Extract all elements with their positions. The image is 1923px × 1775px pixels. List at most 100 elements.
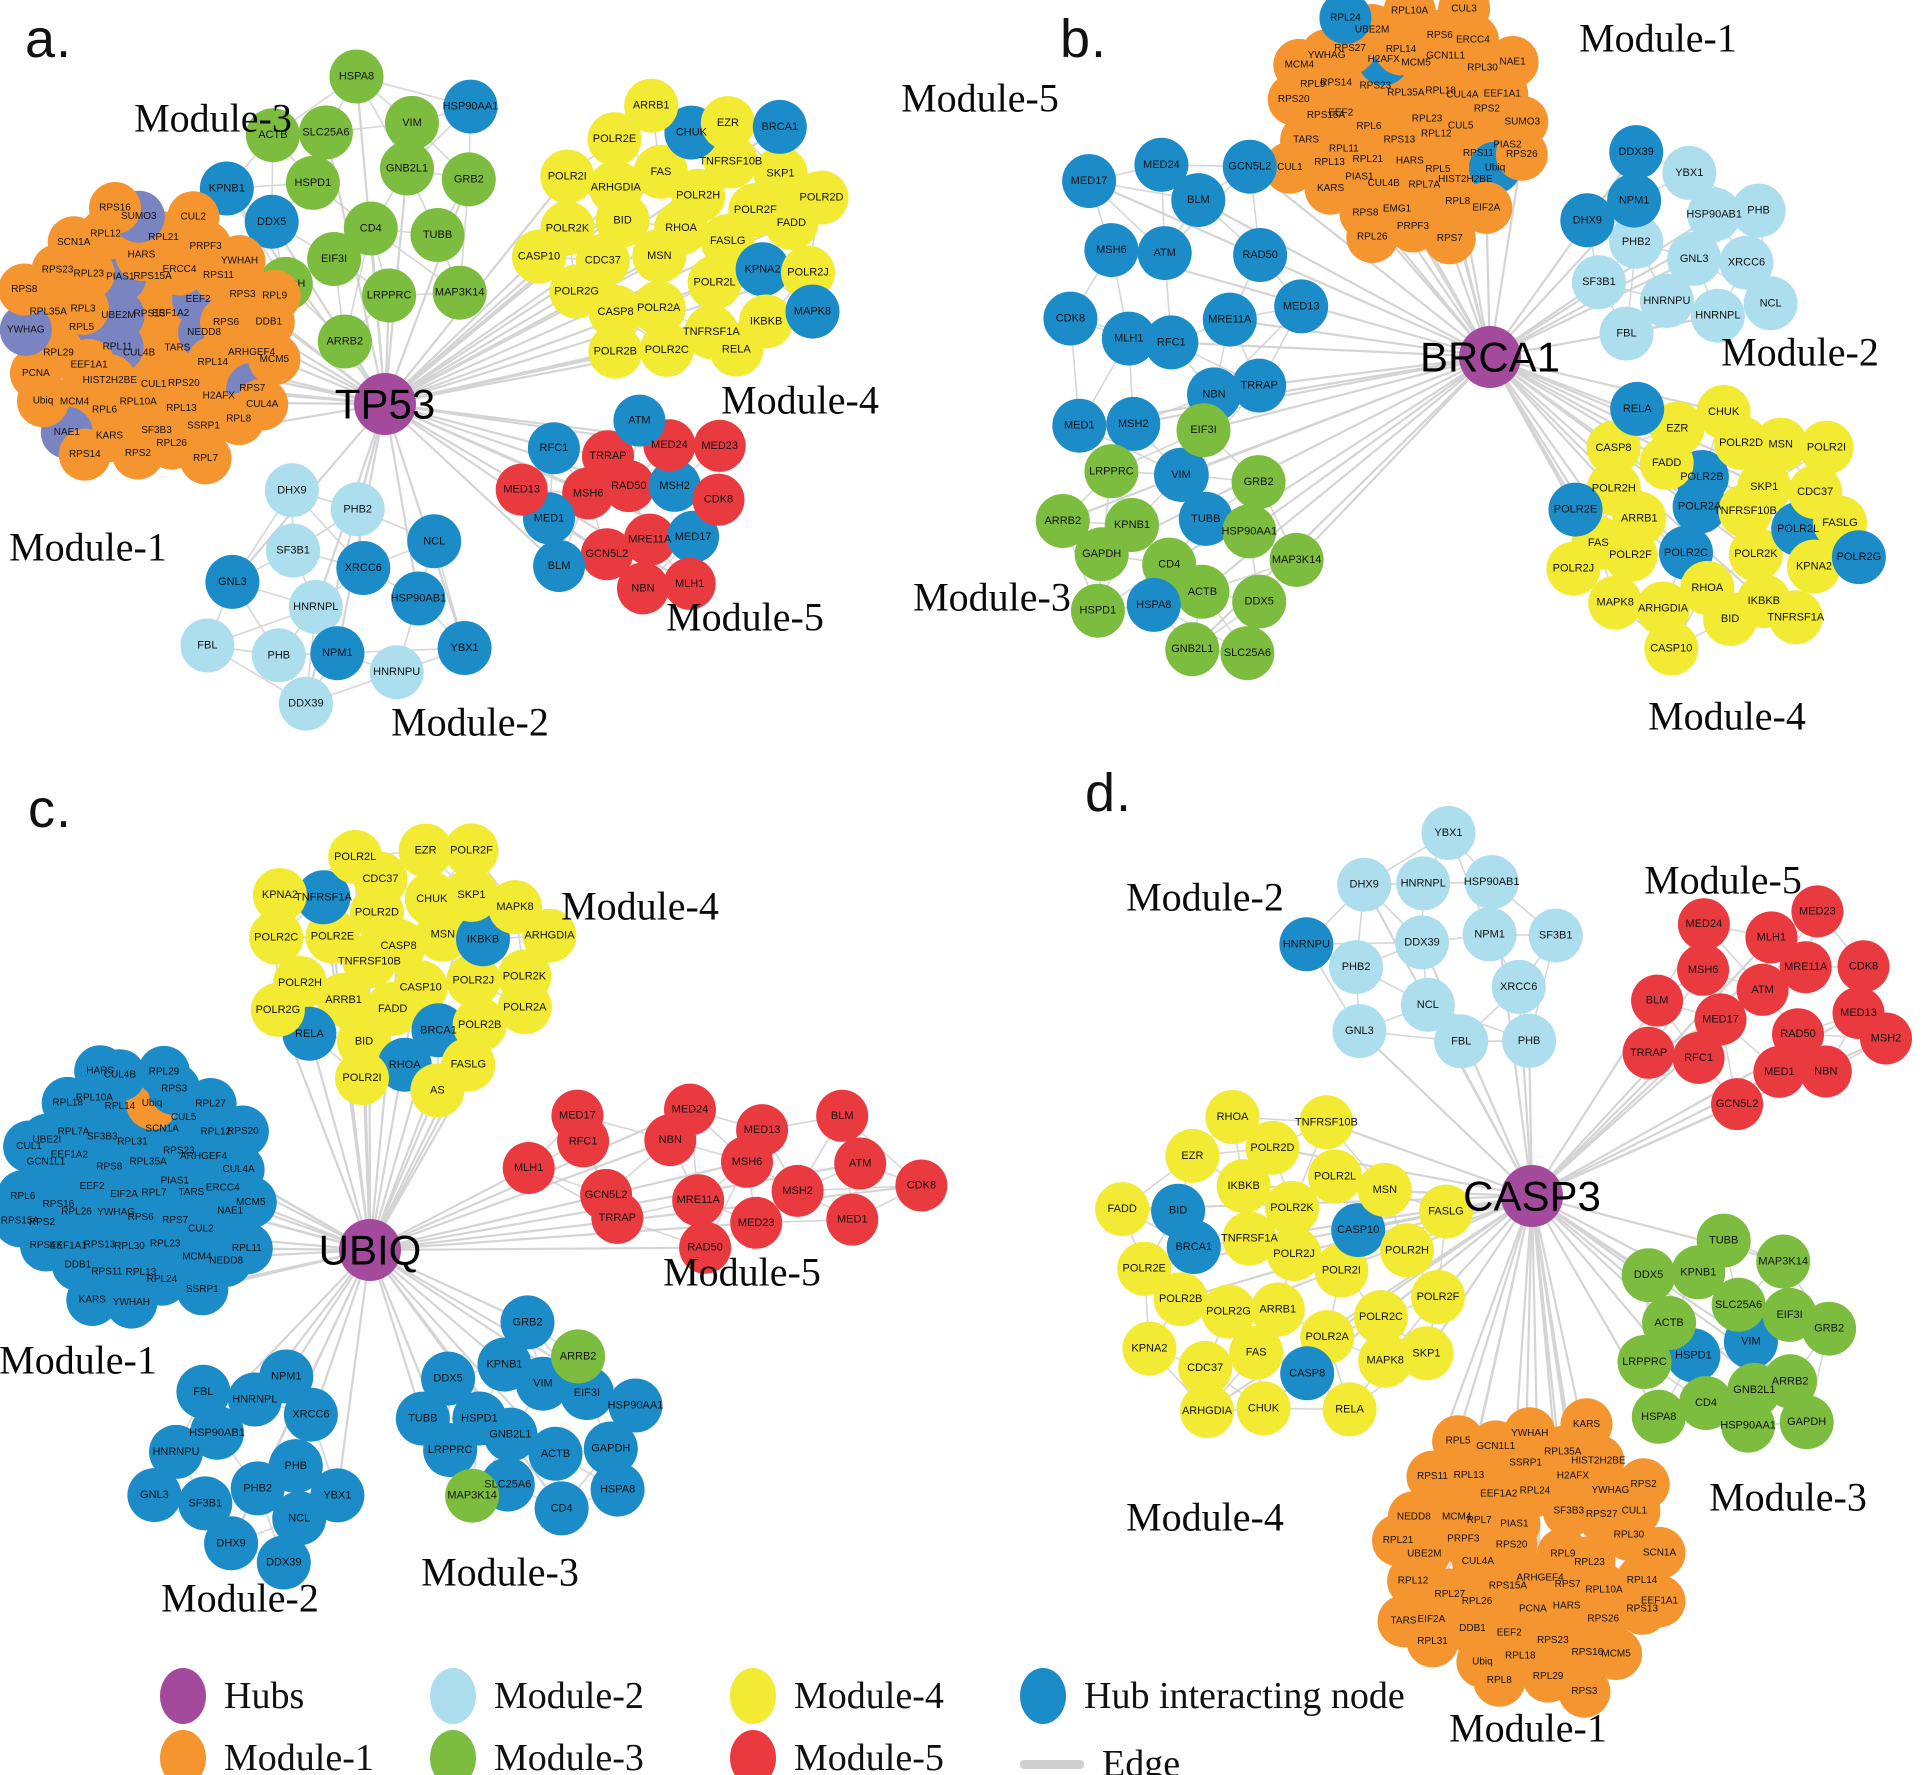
node-label: HNRNPL <box>232 1394 277 1406</box>
node-label: RPS23 <box>1359 81 1391 92</box>
node-label: RPL26 <box>1357 232 1388 243</box>
node-label: MSH2 <box>1871 1033 1902 1045</box>
node-label: ATM <box>1751 984 1773 996</box>
network-node <box>1677 898 1730 951</box>
node-label: NBN <box>631 582 654 594</box>
node-label: RELA <box>1623 403 1652 415</box>
node-label: MAPK8 <box>1597 597 1634 609</box>
node-label: RPL27 <box>195 1099 226 1110</box>
node-label: GCN5L2 <box>586 548 629 560</box>
node-label: TUBB <box>408 1413 437 1425</box>
legend-item-hub-interacting: Hub interacting node <box>1020 1668 1405 1724</box>
node-label: RPL23 <box>1412 114 1443 125</box>
node-label: PIAS2 <box>1493 140 1522 151</box>
node-label: POLR2K <box>503 970 547 982</box>
node-label: SF3B3 <box>87 1131 118 1142</box>
node-label: XRCC6 <box>1728 257 1765 269</box>
network-node <box>1743 276 1798 331</box>
network-node <box>1329 940 1384 995</box>
node-label: KARS <box>96 431 124 442</box>
node-label: POLR2F <box>1609 549 1652 561</box>
node-label: RPL29 <box>43 347 74 358</box>
node-label: RPS3 <box>229 289 256 300</box>
network-node <box>1599 306 1654 361</box>
node-label: XRCC6 <box>292 1409 329 1421</box>
node-label: RAD50 <box>1780 1028 1815 1040</box>
node-label: NCL <box>1760 297 1782 309</box>
network-node <box>380 141 434 196</box>
network-node <box>1423 212 1476 265</box>
network-node <box>1074 527 1129 582</box>
node-label: SLC25A6 <box>302 127 349 139</box>
network-node <box>633 144 688 199</box>
module-title: Module-1 <box>9 525 167 570</box>
node-label: BLM <box>1646 995 1669 1007</box>
node-label: POLR2E <box>593 133 636 145</box>
node-label: NBN <box>1814 1066 1837 1078</box>
network-node <box>446 953 501 1008</box>
module3-swatch-icon <box>430 1730 476 1775</box>
node-label: FASLG <box>451 1059 486 1071</box>
node-label: YBX1 <box>323 1489 351 1501</box>
node-label: PHB2 <box>343 503 372 515</box>
node-label: FADD <box>378 1003 407 1015</box>
network-node <box>180 618 235 673</box>
node-label: EIF2A <box>1418 1614 1446 1625</box>
network-node <box>580 528 633 581</box>
node-label: MSN <box>431 929 456 941</box>
module-title: Module-5 <box>663 1250 821 1295</box>
node-label: UBE2M <box>1407 1548 1441 1559</box>
network-node <box>794 170 849 225</box>
node-label: CUL4B <box>123 347 156 358</box>
network-node <box>444 867 499 922</box>
node-label: MAP3K14 <box>447 1490 497 1502</box>
node-label: RPL10A <box>120 397 158 408</box>
node-label: BRCA1 <box>1175 1241 1212 1253</box>
node-label: MCM4 <box>182 1251 212 1262</box>
node-label: MCM5 <box>1601 1649 1631 1660</box>
node-label: UBE2M <box>1355 25 1389 36</box>
node-label: HSP90AB1 <box>391 593 447 605</box>
node-label: GNL3 <box>1680 253 1709 265</box>
node-label: XRCC6 <box>1500 981 1537 993</box>
node-label: GAPDH <box>1787 1416 1826 1428</box>
node-label: RPS27 <box>1586 1509 1618 1520</box>
module-title: Module-3 <box>913 575 1071 620</box>
node-label: NPM1 <box>322 647 353 659</box>
node-label: CASP10 <box>1337 1224 1379 1236</box>
node-label: DHX9 <box>216 1537 245 1549</box>
node-label: RHOA <box>665 222 697 234</box>
network-node <box>672 1174 725 1227</box>
node-label: TRRAP <box>599 1212 636 1224</box>
node-label: RELA <box>1335 1403 1364 1415</box>
network-node <box>1299 1095 1354 1150</box>
node-label: TRRAP <box>1241 380 1278 392</box>
node-label: TARS <box>1391 1616 1417 1627</box>
node-label: LRPPRC <box>1089 465 1134 477</box>
node-label: POLR2A <box>503 1001 547 1013</box>
node-label: RPS8 <box>11 284 38 295</box>
network-node <box>1622 1026 1675 1079</box>
network-node <box>1377 1595 1430 1648</box>
network-node <box>127 1468 182 1523</box>
node-label: RPS2 <box>1631 1479 1658 1490</box>
node-label: RPL23 <box>150 1238 181 1249</box>
node-label: RELA <box>295 1028 324 1040</box>
node-label: TUBB <box>1191 513 1220 525</box>
legend-label-module5: Module-5 <box>794 1737 944 1775</box>
module-title: Module-2 <box>1126 875 1284 920</box>
node-label: SCN1A <box>57 237 91 248</box>
network-node <box>310 626 365 681</box>
node-label: RPS13 <box>134 308 166 319</box>
network-node <box>1399 1326 1454 1381</box>
network-node <box>477 1337 532 1392</box>
node-label: HSPA8 <box>1641 1411 1676 1423</box>
node-label: CUL4A <box>246 399 279 410</box>
module-title: Module-2 <box>161 1576 319 1621</box>
node-label: RPL13 <box>126 1267 157 1278</box>
node-label: RPL7 <box>141 1188 166 1199</box>
edge-swatch-icon <box>1020 1759 1084 1769</box>
module-title: Module-4 <box>1126 1495 1284 1540</box>
node-label: ERCC4 <box>1456 35 1490 46</box>
